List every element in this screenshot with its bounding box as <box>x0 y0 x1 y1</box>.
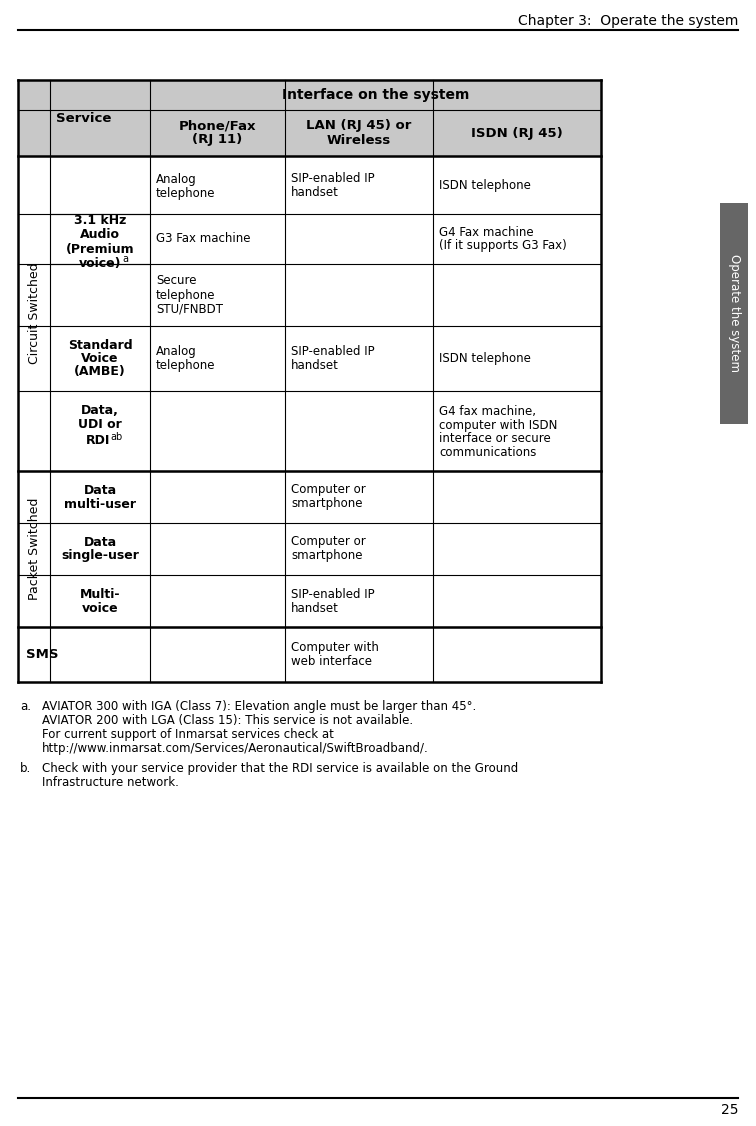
Text: SMS: SMS <box>26 647 58 661</box>
Text: STU/FNBDT: STU/FNBDT <box>156 303 223 315</box>
Text: Operate the system: Operate the system <box>727 254 740 373</box>
Text: Circuit Switched: Circuit Switched <box>27 262 41 365</box>
Text: a.: a. <box>20 700 31 713</box>
Text: handset: handset <box>291 359 339 372</box>
Text: Chapter 3:  Operate the system: Chapter 3: Operate the system <box>518 14 738 28</box>
Text: computer with ISDN: computer with ISDN <box>439 419 557 431</box>
Text: Service: Service <box>56 111 112 125</box>
Text: G3 Fax machine: G3 Fax machine <box>156 232 250 245</box>
Bar <box>50 110 150 157</box>
Text: ab: ab <box>110 432 122 443</box>
Text: (Premium: (Premium <box>66 242 135 256</box>
Text: Audio: Audio <box>80 229 120 241</box>
Text: 25: 25 <box>720 1103 738 1117</box>
Text: single-user: single-user <box>61 549 139 563</box>
Text: (If it supports G3 Fax): (If it supports G3 Fax) <box>439 240 567 252</box>
Text: ISDN telephone: ISDN telephone <box>439 352 531 365</box>
Text: interface or secure: interface or secure <box>439 432 551 446</box>
Text: AVIATOR 200 with LGA (Class 15): This service is not available.: AVIATOR 200 with LGA (Class 15): This se… <box>42 714 413 727</box>
Text: ISDN (RJ 45): ISDN (RJ 45) <box>471 126 563 140</box>
Text: AVIATOR 300 with IGA (Class 7): Elevation angle must be larger than 45°.: AVIATOR 300 with IGA (Class 7): Elevatio… <box>42 700 476 713</box>
Bar <box>150 110 285 157</box>
Bar <box>150 80 601 110</box>
Text: For current support of Inmarsat services check at: For current support of Inmarsat services… <box>42 729 334 741</box>
Text: G4 fax machine,: G4 fax machine, <box>439 404 536 418</box>
Text: G4 Fax machine: G4 Fax machine <box>439 225 534 239</box>
Text: SIP-enabled IP: SIP-enabled IP <box>291 172 375 186</box>
Text: multi-user: multi-user <box>64 498 136 510</box>
Text: telephone: telephone <box>156 288 215 302</box>
Text: Check with your service provider that the RDI service is available on the Ground: Check with your service provider that th… <box>42 762 519 775</box>
Text: Analog: Analog <box>156 172 197 186</box>
Text: (AMBE): (AMBE) <box>74 365 126 378</box>
Text: Voice: Voice <box>81 352 119 365</box>
Text: communications: communications <box>439 447 536 459</box>
Text: telephone: telephone <box>156 359 215 372</box>
Text: b.: b. <box>20 762 31 775</box>
Text: a: a <box>122 254 128 263</box>
Text: Computer or: Computer or <box>291 483 366 497</box>
Text: smartphone: smartphone <box>291 498 362 510</box>
Text: voice): voice) <box>79 257 121 269</box>
Text: (RJ 11): (RJ 11) <box>192 134 243 146</box>
Text: smartphone: smartphone <box>291 549 362 563</box>
Text: Data: Data <box>83 536 116 548</box>
Bar <box>18 80 150 110</box>
Bar <box>720 204 748 423</box>
Text: web interface: web interface <box>291 655 372 668</box>
Text: LAN (RJ 45) or: LAN (RJ 45) or <box>306 119 412 133</box>
Text: Standard: Standard <box>68 339 132 352</box>
Text: Data: Data <box>83 483 116 497</box>
Text: Analog: Analog <box>156 345 197 358</box>
Text: ISDN telephone: ISDN telephone <box>439 179 531 191</box>
Bar <box>433 110 601 157</box>
Bar <box>285 110 433 157</box>
Text: Interface on the system: Interface on the system <box>282 88 469 102</box>
Text: UDI or: UDI or <box>78 419 122 431</box>
Text: Phone/Fax: Phone/Fax <box>178 119 256 133</box>
Text: voice: voice <box>82 601 118 615</box>
Text: Data,: Data, <box>81 404 119 418</box>
Text: SIP-enabled IP: SIP-enabled IP <box>291 588 375 600</box>
Text: SIP-enabled IP: SIP-enabled IP <box>291 345 375 358</box>
Text: Packet Switched: Packet Switched <box>27 498 41 600</box>
Text: RDI: RDI <box>86 435 110 447</box>
Text: 3.1 kHz: 3.1 kHz <box>74 214 126 227</box>
Text: Computer or: Computer or <box>291 536 366 548</box>
Text: handset: handset <box>291 601 339 615</box>
Text: Wireless: Wireless <box>327 134 391 146</box>
Text: Infrastructure network.: Infrastructure network. <box>42 776 179 789</box>
Text: telephone: telephone <box>156 187 215 199</box>
Text: Secure: Secure <box>156 275 197 287</box>
Text: Multi-: Multi- <box>79 588 120 600</box>
Text: handset: handset <box>291 187 339 199</box>
Text: http://www.inmarsat.com/Services/Aeronautical/SwiftBroadband/.: http://www.inmarsat.com/Services/Aeronau… <box>42 742 429 756</box>
Text: Computer with: Computer with <box>291 641 379 654</box>
Bar <box>18 110 50 157</box>
